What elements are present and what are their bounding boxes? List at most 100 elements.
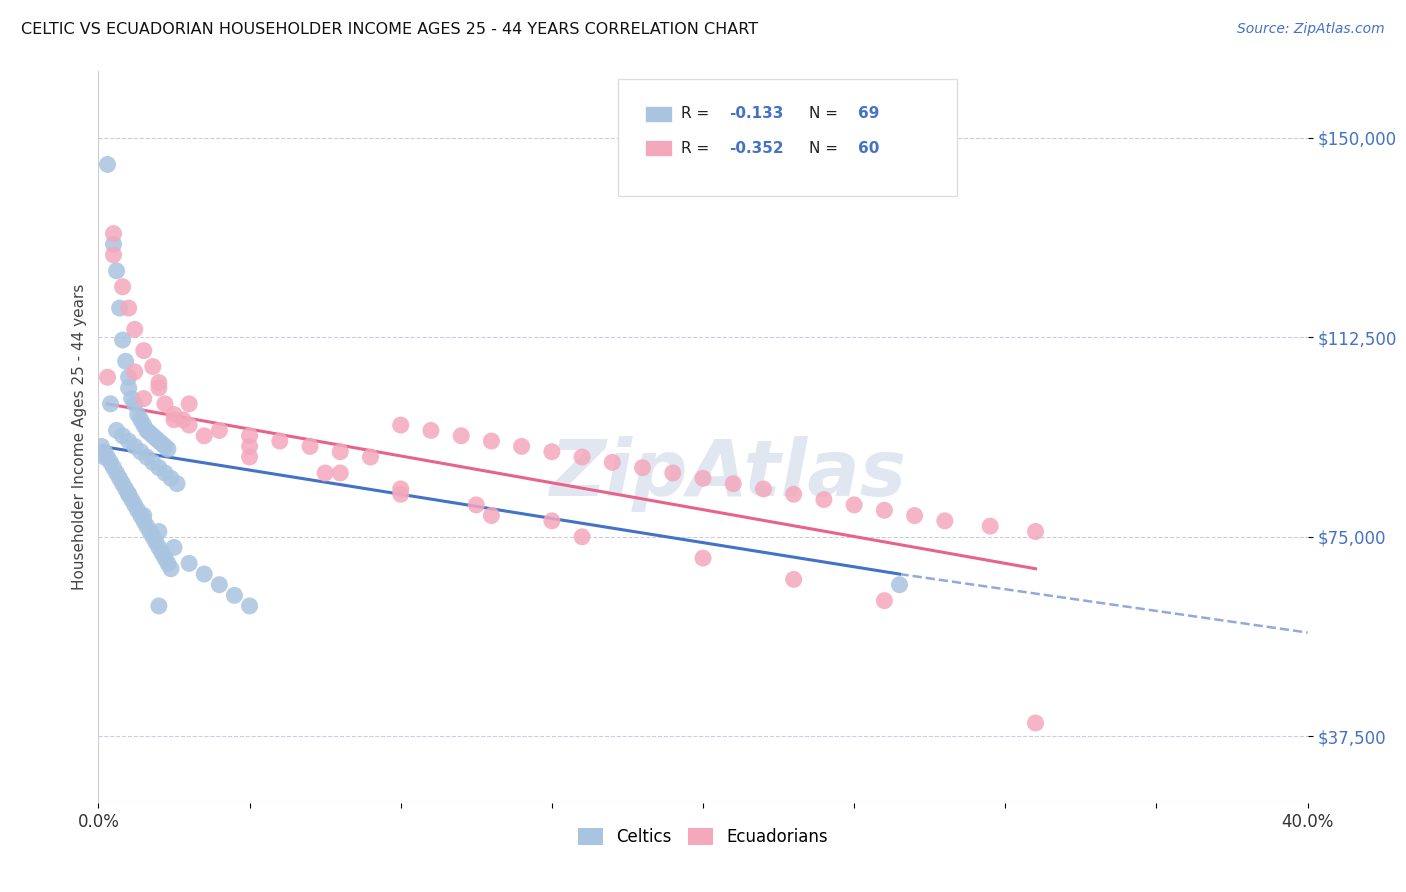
Point (481, 434, 503, 448)
Point (96, 450, 118, 464)
Text: CELTIC VS ECUADORIAN HOUSEHOLDER INCOME AGES 25 - 44 YEARS CORRELATION CHART: CELTIC VS ECUADORIAN HOUSEHOLDER INCOME … (21, 22, 758, 37)
Point (179, 418, 201, 433)
Point (723, 476, 745, 491)
Point (148, 376, 170, 390)
Point (813, 492, 835, 507)
Point (153, 551, 176, 566)
Point (571, 530, 593, 544)
Text: R =: R = (682, 141, 714, 156)
Point (163, 408, 186, 422)
Point (96, 370, 118, 384)
Point (314, 466, 336, 480)
Point (163, 413, 186, 427)
Point (153, 397, 176, 411)
Point (540, 444, 562, 458)
FancyBboxPatch shape (619, 78, 957, 195)
Point (752, 482, 775, 496)
Point (160, 562, 183, 576)
Point (160, 471, 183, 485)
Legend: Celtics, Ecuadorians: Celtics, Ecuadorians (571, 822, 835, 853)
Point (135, 424, 157, 438)
Point (172, 413, 194, 427)
Point (150, 546, 173, 560)
Point (93, 444, 115, 458)
Point (118, 370, 141, 384)
Point (148, 381, 170, 395)
Point (179, 557, 201, 571)
Point (105, 264, 128, 278)
Point (93, 450, 115, 464)
Point (135, 450, 157, 464)
Point (129, 444, 152, 458)
Point (90, 439, 112, 453)
Point (132, 418, 155, 433)
Point (631, 460, 654, 475)
Point (127, 408, 149, 422)
Point (124, 322, 146, 336)
Point (132, 343, 155, 358)
Point (360, 450, 382, 464)
Point (1024, 524, 1046, 539)
Point (148, 599, 170, 613)
Text: 69: 69 (858, 106, 879, 121)
Point (510, 439, 533, 453)
Point (142, 429, 165, 443)
Point (602, 455, 624, 469)
Point (540, 514, 562, 528)
Point (118, 487, 141, 501)
Point (661, 466, 683, 480)
Point (139, 524, 162, 539)
Point (139, 426, 162, 441)
Point (103, 227, 125, 241)
Point (239, 599, 262, 613)
Point (114, 482, 136, 496)
Point (783, 487, 806, 501)
Point (114, 354, 136, 368)
Text: -0.133: -0.133 (730, 106, 785, 121)
Text: N =: N = (810, 106, 844, 121)
Point (450, 429, 472, 443)
Point (129, 508, 152, 523)
Point (329, 466, 352, 480)
Point (148, 434, 170, 448)
Point (389, 418, 412, 433)
Text: N =: N = (810, 141, 844, 156)
Point (153, 439, 176, 453)
Point (111, 476, 134, 491)
Point (103, 460, 125, 475)
Point (692, 471, 714, 485)
Point (163, 541, 186, 555)
Point (979, 519, 1001, 533)
Text: ZipAtlas: ZipAtlas (548, 435, 905, 512)
Point (96, 157, 118, 171)
Point (124, 397, 146, 411)
Point (148, 541, 170, 555)
Point (783, 573, 806, 587)
Point (118, 487, 141, 501)
Point (156, 557, 179, 571)
Point (105, 466, 128, 480)
Point (148, 460, 170, 475)
Point (269, 434, 291, 448)
Point (166, 476, 188, 491)
Point (208, 424, 231, 438)
Point (103, 248, 125, 262)
Text: 60: 60 (858, 141, 879, 156)
FancyBboxPatch shape (645, 140, 672, 156)
Point (124, 365, 146, 379)
Point (118, 381, 141, 395)
FancyBboxPatch shape (645, 106, 672, 122)
Point (389, 482, 412, 496)
Point (124, 439, 146, 453)
Point (103, 237, 125, 252)
Point (150, 436, 173, 450)
Point (132, 508, 155, 523)
Point (108, 471, 131, 485)
Text: -0.352: -0.352 (730, 141, 785, 156)
Point (299, 439, 322, 453)
Point (239, 450, 262, 464)
Point (100, 397, 122, 411)
Point (481, 508, 503, 523)
Point (142, 359, 165, 374)
Point (193, 567, 215, 582)
